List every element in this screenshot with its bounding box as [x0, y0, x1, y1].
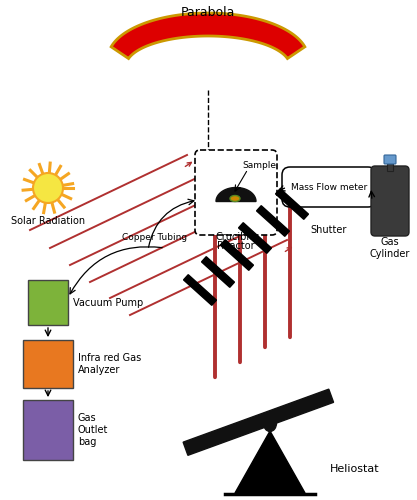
FancyBboxPatch shape	[384, 155, 396, 164]
Text: Parabola: Parabola	[181, 6, 235, 18]
FancyBboxPatch shape	[371, 166, 409, 236]
Polygon shape	[216, 188, 256, 202]
Polygon shape	[239, 222, 271, 254]
Bar	[28, 280, 68, 325]
FancyBboxPatch shape	[282, 167, 376, 207]
Polygon shape	[276, 188, 309, 220]
Circle shape	[33, 173, 63, 203]
Text: Gas
Outlet
bag: Gas Outlet bag	[78, 414, 108, 446]
Polygon shape	[201, 256, 234, 288]
Text: Vacuum Pump: Vacuum Pump	[73, 298, 143, 308]
Polygon shape	[183, 389, 334, 456]
Ellipse shape	[230, 196, 240, 202]
Text: Crucible: Crucible	[216, 232, 256, 242]
Polygon shape	[235, 431, 305, 493]
Ellipse shape	[264, 414, 276, 432]
Text: Copper Tubing: Copper Tubing	[123, 234, 188, 242]
Text: Mass Flow meter: Mass Flow meter	[291, 182, 367, 192]
Text: Infra red Gas
Analyzer: Infra red Gas Analyzer	[78, 353, 141, 375]
Polygon shape	[221, 240, 254, 270]
Bar	[387, 162, 393, 171]
Text: Reactor: Reactor	[217, 241, 255, 251]
Text: Sample: Sample	[242, 160, 276, 170]
Bar	[23, 400, 73, 460]
Polygon shape	[183, 274, 216, 306]
Text: Gas
Cylinder: Gas Cylinder	[370, 237, 410, 259]
Polygon shape	[111, 13, 305, 59]
Bar	[23, 340, 73, 388]
Text: Solar Radiation: Solar Radiation	[11, 216, 85, 226]
Text: Heliostat: Heliostat	[330, 464, 379, 474]
Text: Shutter: Shutter	[310, 225, 347, 235]
Polygon shape	[256, 206, 289, 236]
FancyBboxPatch shape	[195, 150, 277, 235]
